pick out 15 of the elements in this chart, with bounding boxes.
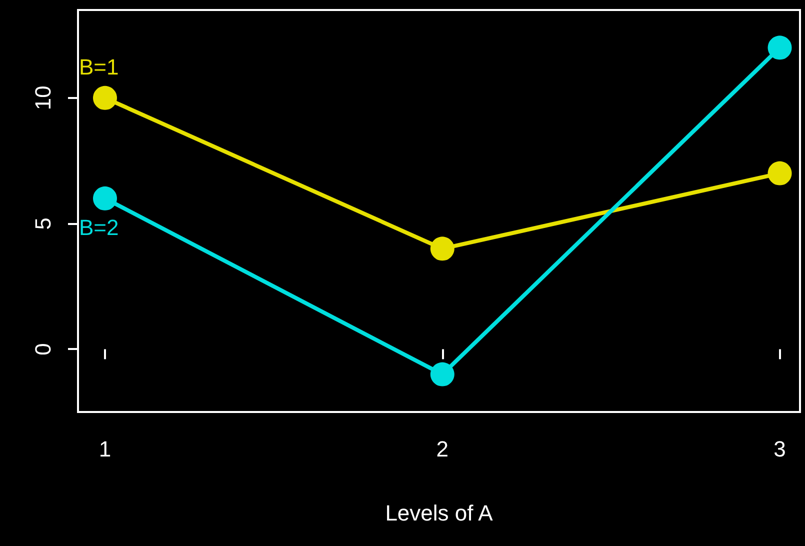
point <box>768 36 792 60</box>
series-label: B=2 <box>78 214 119 240</box>
x-tick-label: 2 <box>436 436 448 462</box>
point <box>430 362 454 386</box>
x-tick-label: 3 <box>774 436 786 462</box>
point <box>93 186 117 210</box>
point <box>768 161 792 186</box>
y-tick-label: 5 <box>30 217 56 230</box>
point <box>430 236 454 261</box>
y-tick-label: 10 <box>30 86 56 110</box>
point <box>93 86 117 110</box>
x-tick-label: 1 <box>98 436 112 462</box>
x-axis-title: Levels of A <box>385 500 494 526</box>
y-tick-label: 0 <box>30 343 56 356</box>
series-label: B=1 <box>78 54 119 80</box>
